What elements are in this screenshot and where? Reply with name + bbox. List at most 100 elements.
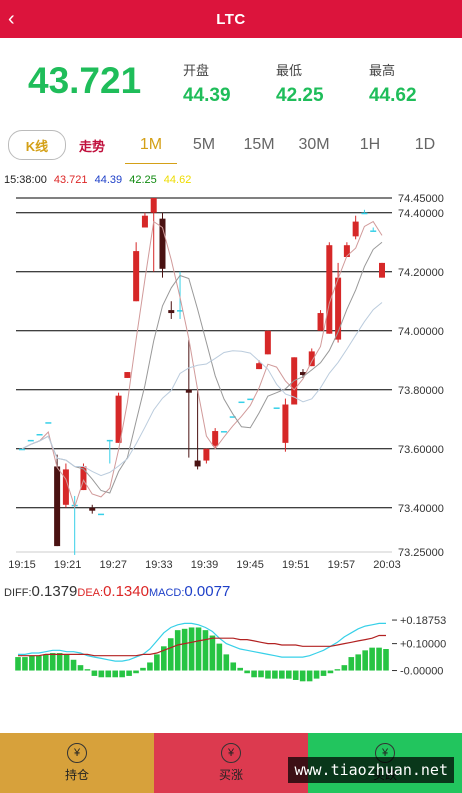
macd-bar bbox=[161, 646, 167, 671]
macd-bar bbox=[140, 667, 146, 671]
y-tick-label: 74.00000 bbox=[398, 326, 444, 338]
tab-kline[interactable]: K线 bbox=[8, 130, 66, 160]
candle bbox=[229, 416, 236, 418]
tab-1h[interactable]: 1H bbox=[359, 136, 381, 153]
candle bbox=[159, 218, 166, 269]
candle bbox=[282, 404, 289, 443]
tab-15m[interactable]: 15M bbox=[243, 136, 275, 153]
macd-bar bbox=[63, 654, 70, 671]
macd-bar bbox=[383, 649, 389, 671]
macd-bar bbox=[42, 654, 49, 671]
candle bbox=[238, 401, 245, 404]
tab-1m[interactable]: 1M bbox=[125, 130, 177, 164]
macd-bar bbox=[279, 670, 285, 679]
macd-bar bbox=[126, 670, 132, 676]
candle bbox=[45, 422, 52, 424]
y-tick-label: 73.60000 bbox=[398, 444, 444, 456]
macd-bar bbox=[22, 657, 28, 671]
candle bbox=[352, 221, 359, 237]
candle bbox=[212, 431, 219, 446]
x-tick-label: 19:39 bbox=[191, 559, 219, 571]
macd-bar bbox=[147, 662, 153, 671]
candle bbox=[177, 310, 184, 312]
y-tick-label: 74.20000 bbox=[398, 267, 444, 279]
legend-close: 43.721 bbox=[53, 174, 88, 186]
macd-bar bbox=[29, 655, 35, 671]
chevron-left-icon[interactable]: ‹ bbox=[8, 8, 15, 30]
macd-bar bbox=[258, 670, 264, 678]
macd-bar bbox=[230, 662, 237, 671]
candle bbox=[141, 215, 148, 228]
candle bbox=[361, 212, 368, 215]
x-tick-label: 19:57 bbox=[328, 559, 356, 571]
macd-label-row: DIFF:0.1379DEA:0.1340MACD:0.0077 bbox=[4, 583, 230, 600]
macd-bar bbox=[327, 670, 334, 674]
macd-bar bbox=[265, 670, 271, 679]
ma-line bbox=[21, 302, 383, 477]
y-tick-label: 74.40000 bbox=[398, 208, 444, 220]
open-value: 44.39 bbox=[183, 85, 231, 106]
positions-label: 持仓 bbox=[64, 768, 89, 782]
x-tick-label: 19:15 bbox=[8, 559, 36, 571]
open-stat: 开盘 44.39 bbox=[183, 60, 231, 107]
macd-bar bbox=[84, 669, 91, 671]
y-tick-label: 73.80000 bbox=[398, 385, 444, 397]
ma-line bbox=[21, 220, 383, 509]
macd-label-part: DIFF: bbox=[4, 587, 32, 599]
candle bbox=[27, 439, 34, 442]
tab-1d[interactable]: 1D bbox=[414, 136, 436, 153]
macd-bar bbox=[285, 670, 292, 679]
macd-bar bbox=[70, 659, 77, 671]
dea-line bbox=[18, 634, 386, 657]
x-tick-label: 19:33 bbox=[145, 559, 173, 571]
y-tick-label: 73.25000 bbox=[398, 547, 444, 559]
candle bbox=[370, 230, 377, 232]
macd-bar bbox=[272, 670, 278, 679]
macd-bar bbox=[91, 670, 98, 676]
macd-bar bbox=[223, 654, 230, 671]
yen-up-icon: ¥ bbox=[221, 743, 241, 763]
macd-bar bbox=[36, 655, 42, 671]
candle bbox=[150, 198, 157, 213]
macd-label-part: MACD: bbox=[149, 587, 184, 599]
macd-bar bbox=[202, 630, 209, 671]
tab-5m[interactable]: 5M bbox=[192, 136, 216, 153]
macd-bar bbox=[77, 665, 84, 671]
tab-30m[interactable]: 30M bbox=[298, 136, 330, 153]
x-tick-label: 19:21 bbox=[54, 559, 82, 571]
macd-bar bbox=[355, 654, 362, 671]
top-bar: ‹ LTC bbox=[0, 0, 462, 38]
ma-line bbox=[21, 241, 383, 494]
chart-tabs: K线 走势 1M 5M 15M 30M 1H 1D bbox=[0, 126, 462, 166]
kline-chart[interactable]: 74.45000 74.40000 74.20000 74.00000 73.80000… bbox=[0, 186, 462, 716]
candle bbox=[54, 466, 61, 547]
macd-bar bbox=[216, 643, 223, 671]
y-tick-label: 74.45000 bbox=[398, 193, 444, 205]
ohlc-legend: 15:38:00 43.721 44.39 42.25 44.62 bbox=[4, 174, 195, 186]
macd-label-part: 0.1379 bbox=[32, 583, 78, 600]
candle bbox=[308, 351, 315, 367]
macd-tick-label: -0.00000 bbox=[400, 666, 443, 678]
macd-bar bbox=[341, 665, 348, 671]
macd-bar bbox=[105, 670, 112, 678]
macd-label-part: DEA: bbox=[77, 587, 103, 599]
macd-bar bbox=[188, 627, 195, 671]
candle bbox=[264, 330, 271, 355]
positions-button[interactable]: ¥ 持仓 bbox=[0, 733, 154, 793]
macd-label-part: 0.1340 bbox=[103, 583, 149, 600]
price-summary: 43.721 开盘 44.39 最低 42.25 最高 44.62 bbox=[0, 38, 462, 122]
macd-bar bbox=[299, 670, 306, 682]
watermark: www.tiaozhuan.net bbox=[288, 757, 454, 783]
tab-trend[interactable]: 走势 bbox=[78, 138, 105, 154]
macd-bar bbox=[174, 630, 181, 671]
candle bbox=[168, 310, 175, 314]
low-stat: 最低 42.25 bbox=[276, 60, 324, 107]
macd-bar bbox=[362, 650, 368, 671]
legend-low: 42.25 bbox=[129, 174, 157, 186]
buy-up-button[interactable]: ¥ 买涨 bbox=[154, 733, 308, 793]
macd-bar bbox=[369, 647, 375, 671]
page-title: LTC bbox=[216, 10, 246, 28]
macd-bar bbox=[334, 669, 341, 671]
macd-bar bbox=[56, 653, 63, 671]
macd-bar bbox=[237, 667, 243, 671]
